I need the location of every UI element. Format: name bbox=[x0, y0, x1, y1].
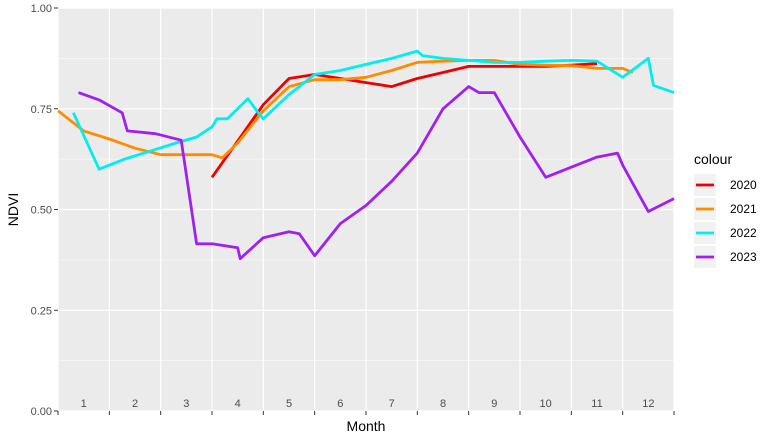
y-tick-label: 0.25 bbox=[31, 305, 52, 317]
legend-label-2020: 2020 bbox=[730, 178, 757, 192]
month-label-1: 1 bbox=[81, 398, 87, 410]
series-line-2020 bbox=[210, 62, 598, 179]
x-tick-labels: 1 2 3 4 5 6 7 8 9 10 11 12 bbox=[81, 398, 655, 410]
month-label-12: 12 bbox=[642, 398, 654, 410]
month-label-9: 9 bbox=[491, 398, 497, 410]
legend-label-2021: 2021 bbox=[730, 202, 757, 216]
series-line-2021 bbox=[57, 59, 634, 160]
series-line-2023 bbox=[78, 85, 675, 261]
legend: colour 2020 2021 2022 2023 bbox=[694, 151, 757, 268]
legend-title: colour bbox=[694, 151, 732, 167]
legend-label-2023: 2023 bbox=[730, 250, 757, 264]
month-label-2: 2 bbox=[132, 398, 138, 410]
month-label-6: 6 bbox=[337, 398, 343, 410]
month-label-11: 11 bbox=[591, 398, 602, 410]
month-label-4: 4 bbox=[235, 398, 241, 410]
y-tick-label: 0.00 bbox=[31, 406, 52, 418]
y-tick-label: 0.75 bbox=[31, 104, 52, 116]
x-axis-ticks bbox=[57, 411, 675, 415]
month-label-8: 8 bbox=[440, 398, 446, 410]
x-axis-title: Month bbox=[347, 418, 386, 434]
y-tick-label: 0.50 bbox=[31, 205, 52, 217]
month-label-5: 5 bbox=[286, 398, 292, 410]
legend-items: 2020 2021 2022 2023 bbox=[694, 174, 757, 268]
month-label-3: 3 bbox=[183, 398, 189, 410]
y-axis-title: NDVI bbox=[5, 193, 21, 226]
series-line-2022 bbox=[72, 49, 675, 171]
y-tick-label: 1.00 bbox=[31, 3, 52, 15]
y-axis: 0.00 0.25 0.50 0.75 1.00 bbox=[31, 3, 58, 418]
month-label-7: 7 bbox=[389, 398, 395, 410]
legend-label-2022: 2022 bbox=[730, 226, 757, 240]
month-label-10: 10 bbox=[540, 398, 552, 410]
series-lines bbox=[57, 49, 675, 261]
